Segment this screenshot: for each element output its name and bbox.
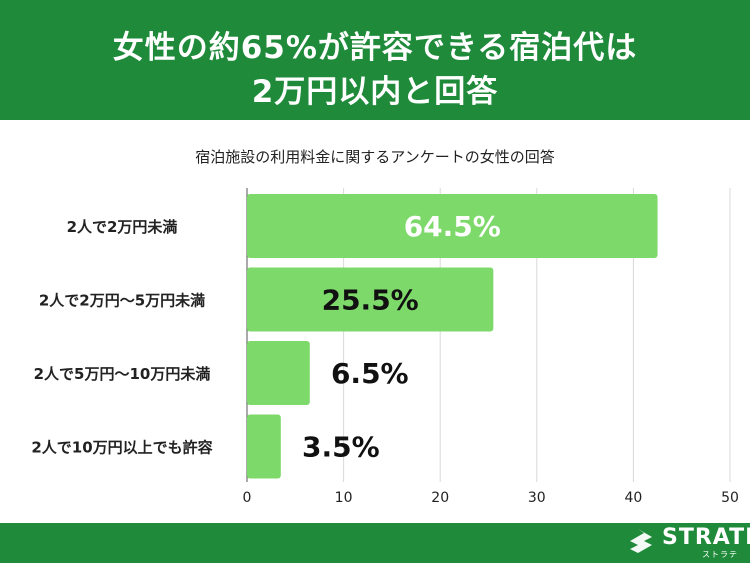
category-label: 2人で2万円〜5万円未満: [39, 292, 205, 310]
x-tick-label: 50: [721, 490, 739, 506]
logo-subtext: ストラテ: [702, 550, 738, 559]
x-tick-label: 10: [335, 490, 353, 506]
bar-chart: 0 10 20 30 40 50 2人で2万円未満 64.5% 2人で2万円〜5万円未満 25.5…: [31, 188, 739, 506]
category-label: 2人で10万円以上でも許容: [31, 439, 212, 457]
headline-line-2: 2万円以内と回答: [251, 74, 499, 110]
value-label: 3.5%: [302, 431, 380, 464]
value-label: 64.5%: [404, 210, 501, 243]
value-label: 6.5%: [331, 357, 409, 390]
footer-bar: [0, 523, 750, 563]
bar: [247, 194, 658, 258]
x-tick-label: 0: [243, 490, 252, 506]
logo-text: STRATE: [662, 525, 750, 550]
x-tick-label: 30: [528, 490, 546, 506]
category-label: 2人で5万円〜10万円未満: [34, 365, 211, 383]
value-label: 25.5%: [322, 284, 419, 317]
category-label: 2人で2万円未満: [67, 218, 178, 236]
header-banner: 女性の約65%が許容できる宿泊代は 2万円以内と回答: [0, 0, 750, 120]
x-tick-label: 20: [431, 490, 449, 506]
bar: [247, 414, 281, 479]
headline-line-1: 女性の約65%が許容できる宿泊代は: [112, 30, 638, 66]
chart-title: 宿泊施設の利用料金に関するアンケートの女性の回答: [195, 148, 555, 166]
bar: [247, 341, 310, 405]
x-tick-label: 40: [624, 490, 642, 506]
bar: [247, 267, 494, 332]
strate-logo-icon: [630, 529, 652, 553]
